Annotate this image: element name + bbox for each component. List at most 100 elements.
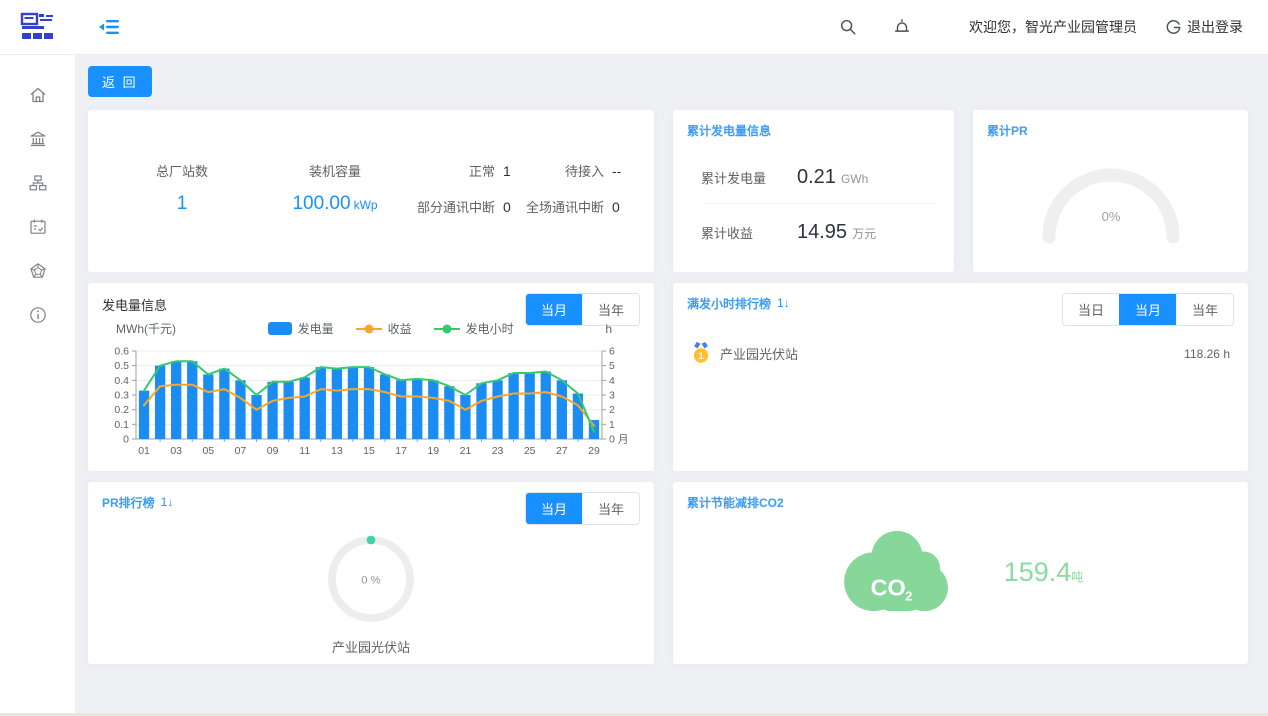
- legend-income[interactable]: 收益: [355, 320, 412, 337]
- cumulative-pr-card: 累计PR 0%: [973, 110, 1248, 272]
- capacity-unit: kWp: [353, 198, 378, 212]
- sidebar-item-info[interactable]: [0, 293, 75, 337]
- income-swatch-icon: [355, 327, 382, 330]
- sidebar-item-devices[interactable]: [0, 161, 75, 205]
- pr-gauge: 0%: [973, 145, 1248, 253]
- pr-gauge-arc: 0%: [1042, 168, 1179, 244]
- co2-title: 累计节能减排CO2: [687, 496, 784, 510]
- svg-text:21: 21: [460, 445, 472, 457]
- energy-chart-title: 发电量信息: [102, 298, 168, 313]
- horizontal-scrollbar[interactable]: [0, 713, 1268, 716]
- svg-text:03: 03: [170, 445, 182, 457]
- tab-current-year[interactable]: 当年: [1175, 294, 1233, 325]
- sidebar-item-analysis[interactable]: [0, 249, 75, 293]
- logout-icon: [1166, 19, 1181, 34]
- logout-label: 退出登录: [1187, 19, 1243, 35]
- status-pending: 待接入 --: [564, 162, 622, 179]
- pr-station-name: 产业园光伏站: [331, 640, 410, 655]
- gold-medal-icon: 1: [693, 342, 709, 363]
- company-logo[interactable]: [20, 11, 56, 43]
- cumulative-pr-title: 累计PR: [987, 124, 1028, 138]
- energy-chart-period-tabs: 当月 当年: [524, 293, 640, 326]
- sidebar: [0, 55, 75, 716]
- svg-text:0.3: 0.3: [114, 390, 129, 402]
- tab-current-year[interactable]: 当年: [581, 493, 639, 524]
- svg-text:11: 11: [299, 445, 310, 457]
- svg-text:0.1: 0.1: [114, 419, 129, 431]
- sidebar-item-home[interactable]: [0, 73, 75, 117]
- company-logo-icon: [20, 12, 53, 39]
- sidebar-item-reports[interactable]: [0, 205, 75, 249]
- svg-text:05: 05: [202, 445, 214, 457]
- co2-cloud-label-sub: 2: [905, 588, 912, 603]
- co2-cloud-icon: CO 2: [843, 530, 948, 612]
- total-stations-value: 1: [176, 193, 188, 214]
- main-content: 返 回 总厂站数 1 装机容量 100.00 kWp: [75, 55, 1268, 716]
- svg-text:09: 09: [267, 445, 279, 457]
- alarm-icon: [894, 19, 910, 32]
- co2-unit: 吨: [1071, 569, 1084, 584]
- legend-hours[interactable]: 发电小时: [433, 320, 514, 337]
- rank-station-value: 118.26 h: [1184, 346, 1230, 361]
- tab-current-day[interactable]: 当日: [1062, 294, 1119, 325]
- alarm-button[interactable]: [893, 18, 911, 36]
- rank-station-name: 产业园光伏站: [720, 347, 799, 362]
- search-button[interactable]: [839, 18, 857, 36]
- svg-text:15: 15: [363, 445, 375, 457]
- tab-current-year[interactable]: 当年: [581, 294, 639, 325]
- svg-text:1: 1: [698, 351, 704, 362]
- status-full-offline: 全场通讯中断 0: [525, 198, 620, 215]
- header-actions: 欢迎您，智光产业园管理员 退出登录: [803, 17, 1243, 37]
- legend-generation[interactable]: 发电量: [267, 320, 334, 337]
- sort-icon[interactable]: 1↓: [777, 295, 790, 310]
- full-hours-rank-title: 满发小时排行榜: [687, 297, 772, 311]
- sitemap-icon: [29, 175, 46, 191]
- rank-entry-1[interactable]: 1 产业园光伏站 118.26 h: [691, 342, 1230, 365]
- full-hours-rank-card: 满发小时排行榜 1↓ 当日 当月 当年: [673, 283, 1248, 471]
- status-normal: 正常 1: [468, 162, 511, 179]
- svg-text:07: 07: [235, 445, 247, 457]
- cumulative-energy-card: 累计发电量信息 累计发电量 0.21 GWh 累计收益 14.95 万元: [673, 110, 954, 272]
- cumulative-energy-title: 累计发电量信息: [687, 124, 772, 138]
- svg-text:月: 月: [618, 434, 629, 446]
- svg-text:29: 29: [588, 445, 600, 457]
- cumulative-generation-row: 累计发电量 0.21 GWh: [701, 149, 938, 204]
- tab-current-month[interactable]: 当月: [1118, 294, 1176, 325]
- capacity-value: 100.00 kWp: [292, 193, 378, 214]
- logout-button[interactable]: 退出登录: [1165, 17, 1243, 37]
- tab-current-month[interactable]: 当月: [525, 294, 582, 325]
- svg-text:23: 23: [492, 445, 504, 457]
- svg-text:0: 0: [609, 434, 615, 446]
- tab-current-month[interactable]: 当月: [525, 493, 582, 524]
- co2-cloud-label: CO: [870, 575, 905, 601]
- search-icon: [840, 19, 856, 35]
- svg-text:6: 6: [609, 346, 615, 358]
- hours-swatch-icon: [433, 327, 460, 330]
- svg-text:0.4: 0.4: [114, 375, 129, 387]
- chart-legend: 发电量 收益 发电小时: [176, 320, 605, 337]
- right-axis-label: h: [605, 321, 612, 336]
- svg-text:3: 3: [609, 390, 615, 402]
- cumulative-income-row: 累计收益 14.95 万元: [701, 221, 877, 243]
- back-button[interactable]: 返 回: [88, 66, 152, 97]
- svg-text:0: 0: [123, 434, 129, 446]
- svg-text:01: 01: [138, 445, 150, 457]
- status-partial-offline: 部分通讯中断 0: [416, 198, 511, 215]
- menu-collapse-button[interactable]: [98, 18, 120, 36]
- sort-icon[interactable]: 1↓: [160, 494, 174, 509]
- welcome-text: 欢迎您，智光产业园管理员: [969, 19, 1137, 35]
- svg-text:25: 25: [524, 445, 536, 457]
- svg-text:0.2: 0.2: [114, 404, 129, 416]
- svg-text:4: 4: [609, 375, 615, 387]
- pr-rank-period-tabs: 当月 当年: [524, 492, 640, 525]
- menu-fold-icon: [99, 20, 119, 34]
- pr-ring: 0 %: [328, 535, 414, 622]
- svg-text:1: 1: [609, 419, 615, 431]
- capacity-label: 装机容量: [308, 164, 361, 179]
- generation-swatch-icon: [267, 322, 292, 335]
- sidebar-item-stations[interactable]: [0, 117, 75, 161]
- left-axis-label: MWh(千元): [116, 322, 176, 336]
- station-overview-card: 总厂站数 1 装机容量 100.00 kWp 正常 1: [88, 110, 654, 272]
